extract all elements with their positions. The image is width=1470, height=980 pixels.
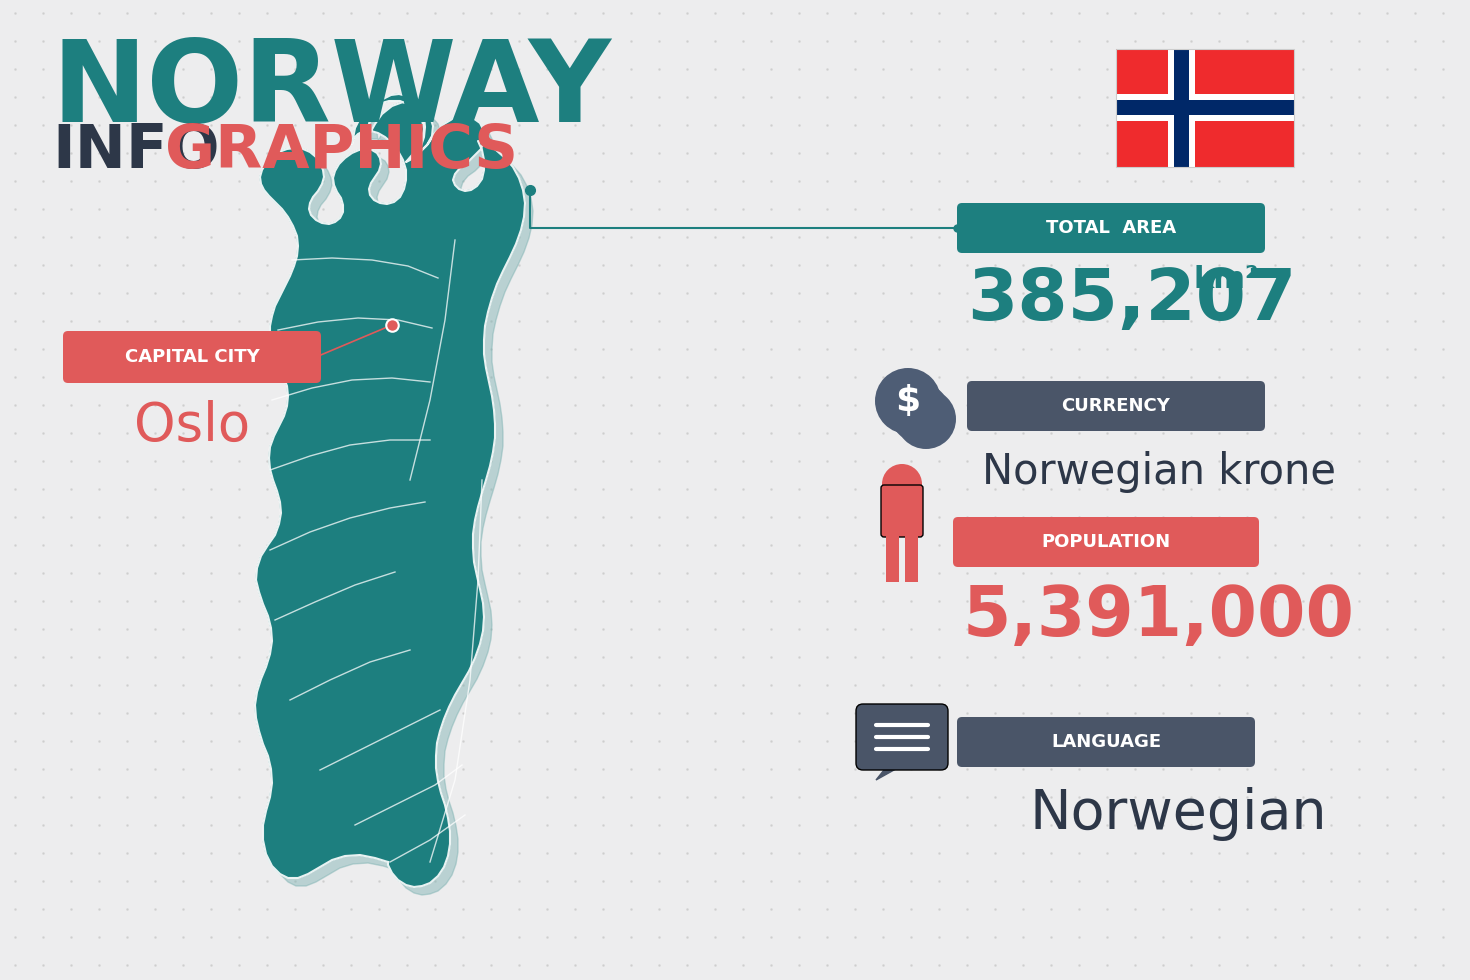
Text: LANGUAGE: LANGUAGE xyxy=(1051,733,1161,751)
FancyBboxPatch shape xyxy=(881,485,923,537)
Text: CAPITAL CITY: CAPITAL CITY xyxy=(125,348,259,366)
Polygon shape xyxy=(876,760,911,780)
Bar xyxy=(1116,101,1294,116)
Text: $: $ xyxy=(895,384,920,418)
Bar xyxy=(1116,49,1294,167)
Circle shape xyxy=(882,464,922,504)
Text: Norwegian krone: Norwegian krone xyxy=(982,451,1336,493)
FancyBboxPatch shape xyxy=(967,381,1266,431)
Circle shape xyxy=(889,383,950,443)
Bar xyxy=(1169,49,1195,167)
Text: 385,207: 385,207 xyxy=(967,266,1297,334)
Polygon shape xyxy=(263,102,534,895)
Circle shape xyxy=(883,377,944,437)
FancyBboxPatch shape xyxy=(856,704,948,770)
Bar xyxy=(1116,94,1294,122)
Bar xyxy=(1116,49,1294,167)
Text: km²: km² xyxy=(1194,266,1260,295)
Polygon shape xyxy=(254,94,525,887)
FancyBboxPatch shape xyxy=(957,203,1266,253)
Circle shape xyxy=(897,389,956,449)
Text: INFO: INFO xyxy=(51,122,219,181)
Bar xyxy=(906,532,917,582)
Text: GRAPHICS: GRAPHICS xyxy=(165,122,517,181)
Bar xyxy=(886,532,900,582)
Text: TOTAL  AREA: TOTAL AREA xyxy=(1047,219,1176,237)
Text: NORWAY: NORWAY xyxy=(51,35,612,146)
FancyBboxPatch shape xyxy=(957,717,1255,767)
Text: POPULATION: POPULATION xyxy=(1041,533,1170,551)
FancyBboxPatch shape xyxy=(953,517,1258,567)
Text: 5,391,000: 5,391,000 xyxy=(963,582,1355,650)
Text: CURRENCY: CURRENCY xyxy=(1061,397,1170,415)
Text: Norwegian: Norwegian xyxy=(1030,787,1327,841)
FancyBboxPatch shape xyxy=(63,331,320,383)
Circle shape xyxy=(875,368,941,434)
Text: Oslo: Oslo xyxy=(134,400,250,452)
Bar xyxy=(1175,49,1189,167)
